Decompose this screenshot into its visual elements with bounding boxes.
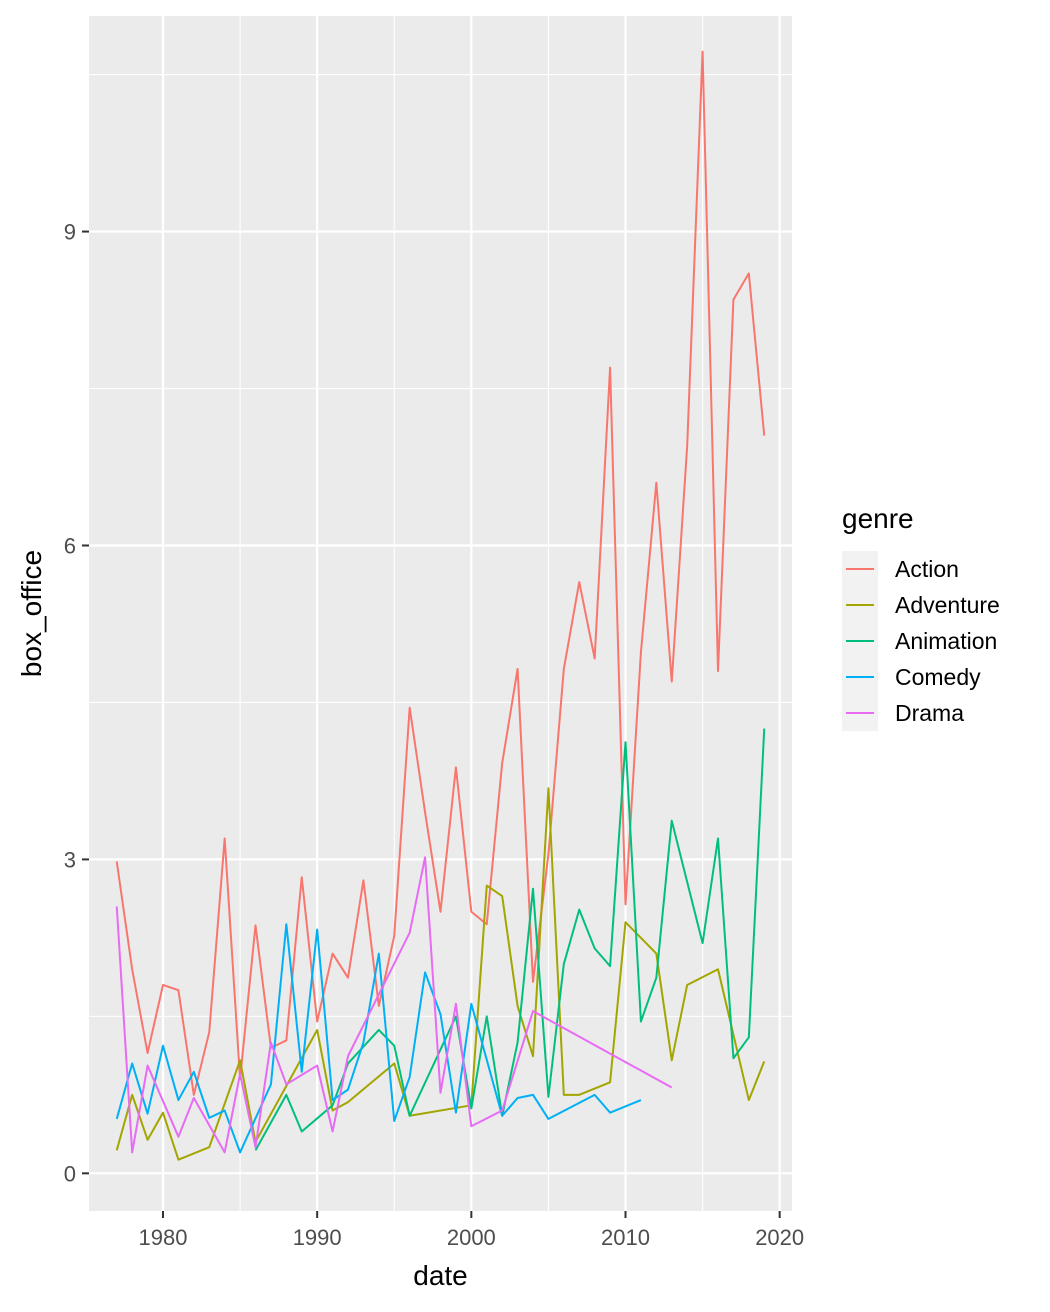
x-axis: 1980 1990 2000 2010 2020 [139, 1211, 804, 1250]
legend-label-adventure: Adventure [895, 592, 1000, 618]
legend-title: genre [842, 503, 914, 534]
major-gridlines [89, 16, 792, 1211]
series-line-comedy [115, 923, 642, 1154]
y-tick-label: 0 [64, 1161, 76, 1186]
y-tick-label: 6 [64, 533, 76, 558]
y-tick-label: 3 [64, 847, 76, 872]
series-line-action [115, 50, 766, 1096]
series-line-drama [115, 856, 673, 1154]
x-tick-label: 2020 [755, 1225, 804, 1250]
series-line-animation [254, 728, 766, 1151]
panel-background [89, 16, 792, 1211]
x-tick-label: 1980 [139, 1225, 188, 1250]
x-axis-title: date [413, 1260, 468, 1291]
y-tick-label: 9 [64, 220, 76, 245]
series-line-adventure [115, 787, 766, 1161]
x-tick-label: 1990 [293, 1225, 342, 1250]
legend-label-drama: Drama [895, 700, 964, 726]
legend-label-comedy: Comedy [895, 664, 981, 690]
legend-items: Action Adventure Animation Comedy Drama [846, 556, 1000, 726]
legend-label-action: Action [895, 556, 959, 582]
y-axis: 0 3 6 9 [64, 220, 89, 1186]
legend-label-animation: Animation [895, 628, 997, 654]
x-tick-label: 2000 [447, 1225, 496, 1250]
series-lines [115, 50, 766, 1161]
x-tick-label: 2010 [601, 1225, 650, 1250]
legend: genre Action Adventure Animation Comedy Dram… [842, 503, 1000, 731]
y-axis-title: box_office [16, 550, 47, 677]
